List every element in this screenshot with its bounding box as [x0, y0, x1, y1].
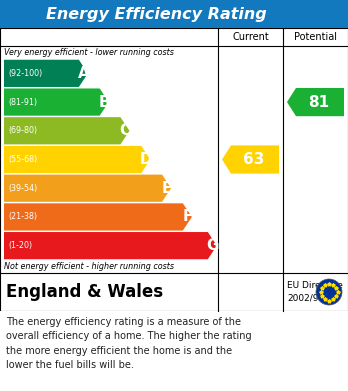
- Text: 63: 63: [243, 152, 265, 167]
- Text: (69-80): (69-80): [8, 126, 37, 135]
- Polygon shape: [4, 60, 88, 87]
- Polygon shape: [4, 203, 192, 231]
- Text: The energy efficiency rating is a measure of the
overall efficiency of a home. T: The energy efficiency rating is a measur…: [6, 317, 252, 370]
- Polygon shape: [4, 175, 171, 202]
- Text: Energy Efficiency Rating: Energy Efficiency Rating: [46, 7, 267, 22]
- Text: A: A: [78, 66, 89, 81]
- Text: B: B: [98, 95, 110, 109]
- Text: (39-54): (39-54): [8, 184, 37, 193]
- Circle shape: [316, 279, 342, 305]
- Text: F: F: [182, 210, 192, 224]
- Text: (92-100): (92-100): [8, 69, 42, 78]
- Text: Potential: Potential: [294, 32, 337, 42]
- Text: England & Wales: England & Wales: [6, 283, 163, 301]
- Bar: [0, 28, 348, 311]
- Text: 81: 81: [308, 95, 330, 109]
- Polygon shape: [222, 145, 279, 174]
- Polygon shape: [4, 146, 150, 173]
- Text: EU Directive
2002/91/EC: EU Directive 2002/91/EC: [287, 281, 343, 303]
- Text: E: E: [161, 181, 172, 196]
- Text: D: D: [140, 152, 152, 167]
- Text: Current: Current: [232, 32, 269, 42]
- Text: (81-91): (81-91): [8, 98, 37, 107]
- Polygon shape: [4, 88, 109, 116]
- Text: Not energy efficient - higher running costs: Not energy efficient - higher running co…: [4, 262, 174, 271]
- Text: C: C: [119, 123, 130, 138]
- Text: (55-68): (55-68): [8, 155, 37, 164]
- Polygon shape: [4, 117, 129, 144]
- Text: (1-20): (1-20): [8, 241, 32, 250]
- Polygon shape: [287, 88, 344, 116]
- Text: G: G: [206, 238, 219, 253]
- Text: Very energy efficient - lower running costs: Very energy efficient - lower running co…: [4, 48, 174, 57]
- Polygon shape: [4, 232, 217, 259]
- Bar: [0, 0, 348, 28]
- Bar: [0, 311, 348, 391]
- Text: (21-38): (21-38): [8, 212, 37, 221]
